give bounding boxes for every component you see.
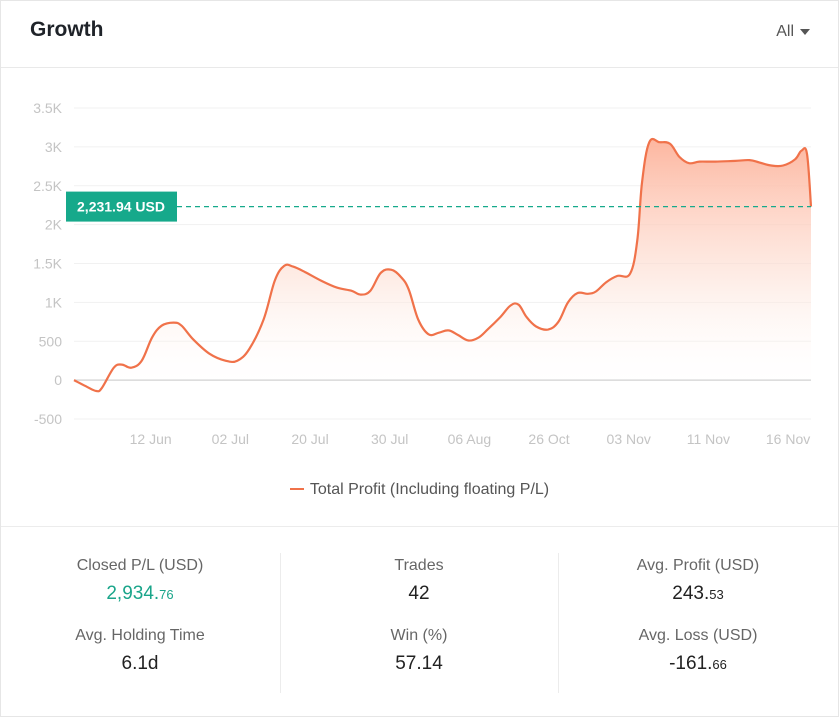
y-tick-label: 3K [45,139,63,155]
range-dropdown[interactable]: All [776,23,810,41]
closed-pl-value: 2,934.76 [1,583,279,605]
avg-profit-dec: 53 [709,587,724,602]
legend-swatch [289,487,304,490]
growth-chart: 2,231.94 USD 3.5K 3K 2.5K 2K 1.5K 1K 500 0 -500 1… [1,68,838,526]
growth-chart-svg: 2,231.94 USD 3.5K 3K 2.5K 2K 1.5K 1K 500 0 -500 1… [33,100,813,447]
avg-holding-label: Avg. Holding Time [75,627,205,644]
current-value-label: 2,231.94 USD [77,199,165,215]
closed-pl-dec: 76 [159,587,174,602]
series-area [74,138,811,392]
win-label: Win (%) [390,627,448,644]
y-tick-label: 2K [45,217,63,233]
y-tick-label: 1.5K [33,256,62,272]
stats-separator [558,553,559,693]
x-tick-label: 06 Aug [448,431,492,447]
current-value-badge [66,191,177,222]
stats-panel: Closed P/L (USD) 2,934.76 Avg. Holding T… [1,527,838,716]
stats-column-2: Trades 42 Win (%) 57.14 [280,527,558,716]
x-tick-label: 30 Jul [371,431,408,447]
y-tick-label: 1K [45,294,63,310]
avg-loss-label: Avg. Loss (USD) [638,627,758,644]
closed-pl-int: 2,934. [106,583,160,604]
avg-holding-value: 6.1d [121,653,159,674]
x-tick-label: 12 Jun [130,431,172,447]
win-value: 57.14 [395,653,443,674]
avg-profit-label: Avg. Profit (USD) [636,557,760,574]
x-tick-label: 03 Nov [607,431,651,447]
avg-profit-int: 243. [672,583,710,604]
trades-label: Trades [394,557,444,574]
closed-pl-label: Closed P/L (USD) [76,557,204,574]
chart-legend[interactable]: Total Profit (Including floating P/L) [1,481,838,499]
avg-loss-value: -161.66 [559,653,837,675]
x-tick-label: 20 Jul [291,431,328,447]
y-tick-label: 500 [39,333,63,349]
series-line [73,137,813,393]
y-tick-label: 3.5K [33,100,62,116]
trades-value: 42 [408,583,430,604]
stats-column-1: Closed P/L (USD) 2,934.76 Avg. Holding T… [1,527,279,716]
y-tick-label: -500 [34,411,62,427]
avg-loss-dec: 66 [712,657,727,672]
x-tick-label: 16 Nov [766,431,810,447]
y-tick-label: 2.5K [33,178,62,194]
range-dropdown-label: All [776,23,794,40]
x-tick-label: 26 Oct [528,431,569,447]
avg-profit-value: 243.53 [559,583,837,605]
caret-down-icon [800,29,810,35]
card-header: Growth All [1,1,838,68]
legend-label: Total Profit (Including floating P/L) [309,481,550,498]
card-title: Growth [30,18,104,41]
x-tick-label: 02 Jul [212,431,249,447]
section-divider [1,526,838,527]
x-tick-label: 11 Nov [687,431,730,447]
y-tick-label: 0 [54,372,62,388]
stats-column-3: Avg. Profit (USD) 243.53 Avg. Loss (USD)… [559,527,837,716]
avg-loss-int: -161. [669,653,713,674]
stats-separator [280,553,281,693]
